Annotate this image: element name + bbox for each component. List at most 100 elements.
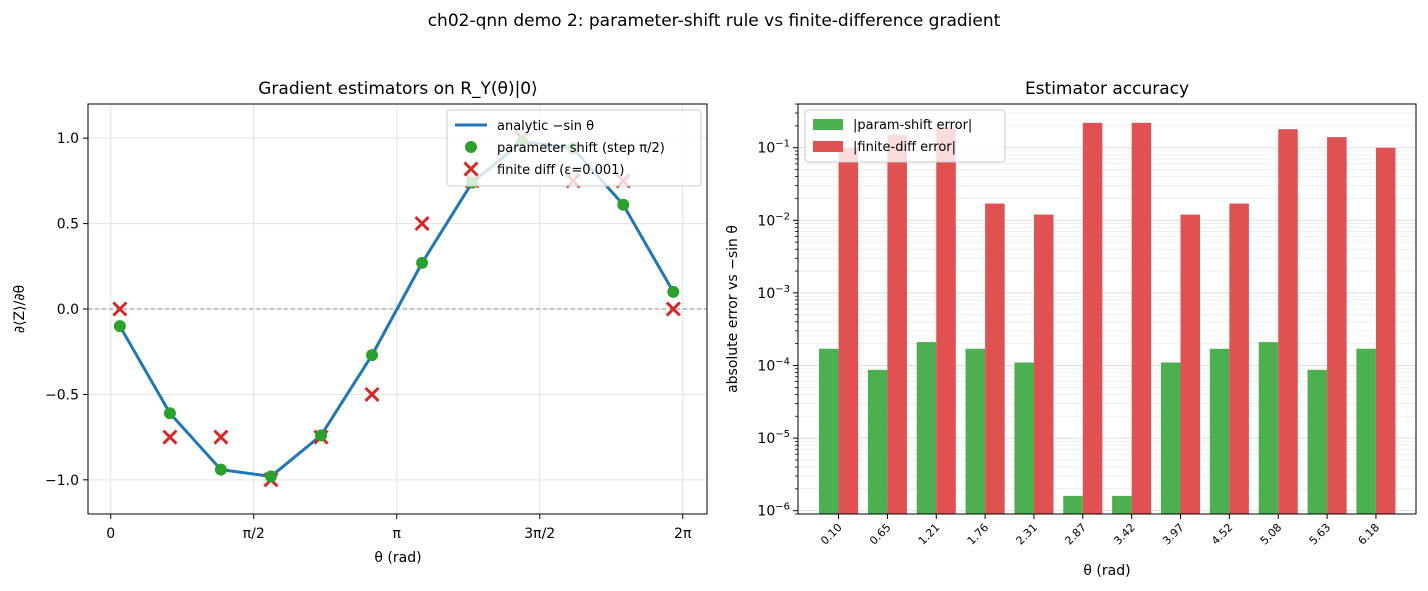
right-y-tick-label: 10−2 [757, 211, 790, 229]
finite-diff-bar [936, 127, 956, 514]
right-x-tick-label: 2.31 [1014, 521, 1041, 548]
right-y-tick-base: 10 [757, 358, 775, 374]
left-legend-box [446, 109, 702, 187]
legend-param-shift-swatch [465, 141, 477, 153]
right-y-tick-base: 10 [757, 431, 775, 447]
param-shift-point [264, 470, 277, 483]
right-y-axis-label: absolute error vs −sin θ [725, 225, 741, 393]
right-x-tick-label: 0.10 [818, 521, 845, 548]
param-shift-bar [867, 369, 888, 514]
legend-param-shift-swatch [813, 119, 843, 130]
left-y-tick-label: −0.5 [45, 387, 79, 403]
right-x-tick-label: 4.52 [1209, 521, 1236, 548]
finite-diff-bar [1278, 129, 1298, 514]
finite-diff-stroke [414, 216, 430, 232]
param-shift-bar [1014, 362, 1034, 514]
param-shift-bar [965, 348, 986, 514]
finite-diff-bar [1131, 122, 1152, 515]
finite-diff-bar [1327, 137, 1347, 514]
param-shift-bar [1356, 348, 1376, 514]
left-legend-label: parameter shift (step π/2) [497, 141, 665, 156]
param-shift-point [416, 256, 429, 269]
finite-diff-bar [1082, 122, 1103, 515]
param-shift-bar [916, 342, 937, 514]
finite-diff-stroke [213, 429, 229, 445]
finite-diff-point [414, 216, 430, 232]
left-x-tick-label: 2π [674, 526, 692, 542]
finite-diff-bar [1033, 214, 1054, 514]
right-y-tick-label: 10−5 [757, 429, 790, 447]
param-shift-point [113, 320, 126, 333]
param-shift-point [214, 463, 227, 476]
left-y-axis-label: ∂⟨Z⟩/∂θ [12, 285, 28, 333]
left-x-tick-label: π [393, 526, 402, 542]
right-y-tick-base: 10 [757, 286, 775, 302]
left-chart-title: Gradient estimators on R_Y(θ)|0⟩ [258, 79, 538, 99]
finite-diff-bar [887, 134, 907, 514]
right-y-tick-exponent: −2 [775, 211, 790, 222]
right-x-axis-label: θ (rad) [1083, 563, 1130, 579]
right-chart-title: Estimator accuracy [1025, 79, 1189, 99]
right-x-tick-label: 3.97 [1160, 521, 1187, 548]
finite-diff-point [213, 429, 229, 445]
left-legend-label: finite diff (ε=0.001) [497, 163, 625, 178]
param-shift-point [617, 198, 630, 211]
right-legend: |param-shift error| |finite-diff error| [804, 109, 1006, 163]
param-shift-point [366, 349, 379, 362]
finite-diff-bar [1180, 214, 1201, 514]
right-x-tick-label: 3.42 [1111, 521, 1138, 548]
right-x-tick-label: 5.63 [1307, 521, 1334, 548]
param-shift-bar [819, 348, 839, 514]
figure-title: ch02-qnn demo 2: parameter-shift rule vs… [428, 11, 1001, 31]
left-x-axis-label: θ (rad) [374, 550, 421, 566]
right-x-tick-label: 0.65 [867, 521, 894, 548]
finite-diff-stroke [162, 429, 178, 445]
left-y-tick-label: −1.0 [45, 473, 79, 489]
right-y-tick-base: 10 [757, 213, 775, 229]
left-ticks: 0 π/2 π 3π/2 2π 1.0 0.5 0.0 −0.5 −1.0 [45, 131, 692, 542]
param-shift-bar [1112, 495, 1132, 514]
right-x-tick-label: 6.18 [1356, 521, 1383, 548]
right-x-tick-label: 2.87 [1062, 521, 1089, 548]
finite-diff-stroke [112, 301, 128, 317]
param-shift-point [667, 285, 680, 298]
finite-diff-point [112, 301, 128, 317]
finite-diff-point [162, 429, 178, 445]
right-y-tick-base: 10 [757, 504, 775, 520]
finite-diff-stroke [364, 386, 380, 402]
left-gridlines [88, 104, 707, 514]
param-shift-bar [1209, 348, 1230, 514]
finite-diff-bar [838, 147, 859, 515]
right-x-tick-label: 1.76 [965, 521, 992, 548]
left-chart: Gradient estimators on R_Y(θ)|0⟩ 0 π/2 π 3π… [12, 79, 708, 566]
left-legend: analytic −sin θ parameter shift (step π/2… [446, 109, 702, 187]
finite-diff-bar [985, 203, 1005, 515]
finite-diff-point [364, 386, 380, 402]
right-legend-box [804, 109, 1006, 163]
right-y-tick-exponent: −6 [775, 502, 790, 513]
right-legend-label: |finite-diff error| [853, 140, 956, 155]
finite-diff-stroke [665, 301, 681, 317]
param-shift-bar [1258, 342, 1279, 514]
right-x-tick-label: 1.21 [916, 521, 943, 548]
right-y-tick-exponent: −3 [775, 284, 790, 295]
finite-diff-bar [1375, 147, 1396, 515]
param-shift-point [315, 429, 328, 442]
left-legend-label: analytic −sin θ [497, 119, 594, 134]
param-shift-bar [1160, 362, 1181, 514]
right-y-tick-base: 10 [757, 141, 775, 157]
left-y-tick-label: 0.0 [57, 302, 79, 318]
finite-diff-bar [1229, 203, 1249, 515]
left-x-tick-label: π/2 [243, 526, 265, 542]
left-x-tick-label: 0 [106, 526, 115, 542]
right-y-tick-exponent: −4 [775, 356, 790, 367]
param-shift-bar [1063, 495, 1083, 514]
right-bars [819, 122, 1396, 515]
right-y-tick-label: 10−1 [757, 139, 790, 157]
right-y-tick-exponent: −1 [775, 139, 790, 150]
right-y-tick-label: 10−4 [757, 356, 790, 374]
left-y-tick-label: 0.5 [57, 217, 79, 233]
finite-diff-point [665, 301, 681, 317]
param-shift-point [163, 407, 176, 420]
legend-finite-diff-swatch [463, 161, 479, 177]
